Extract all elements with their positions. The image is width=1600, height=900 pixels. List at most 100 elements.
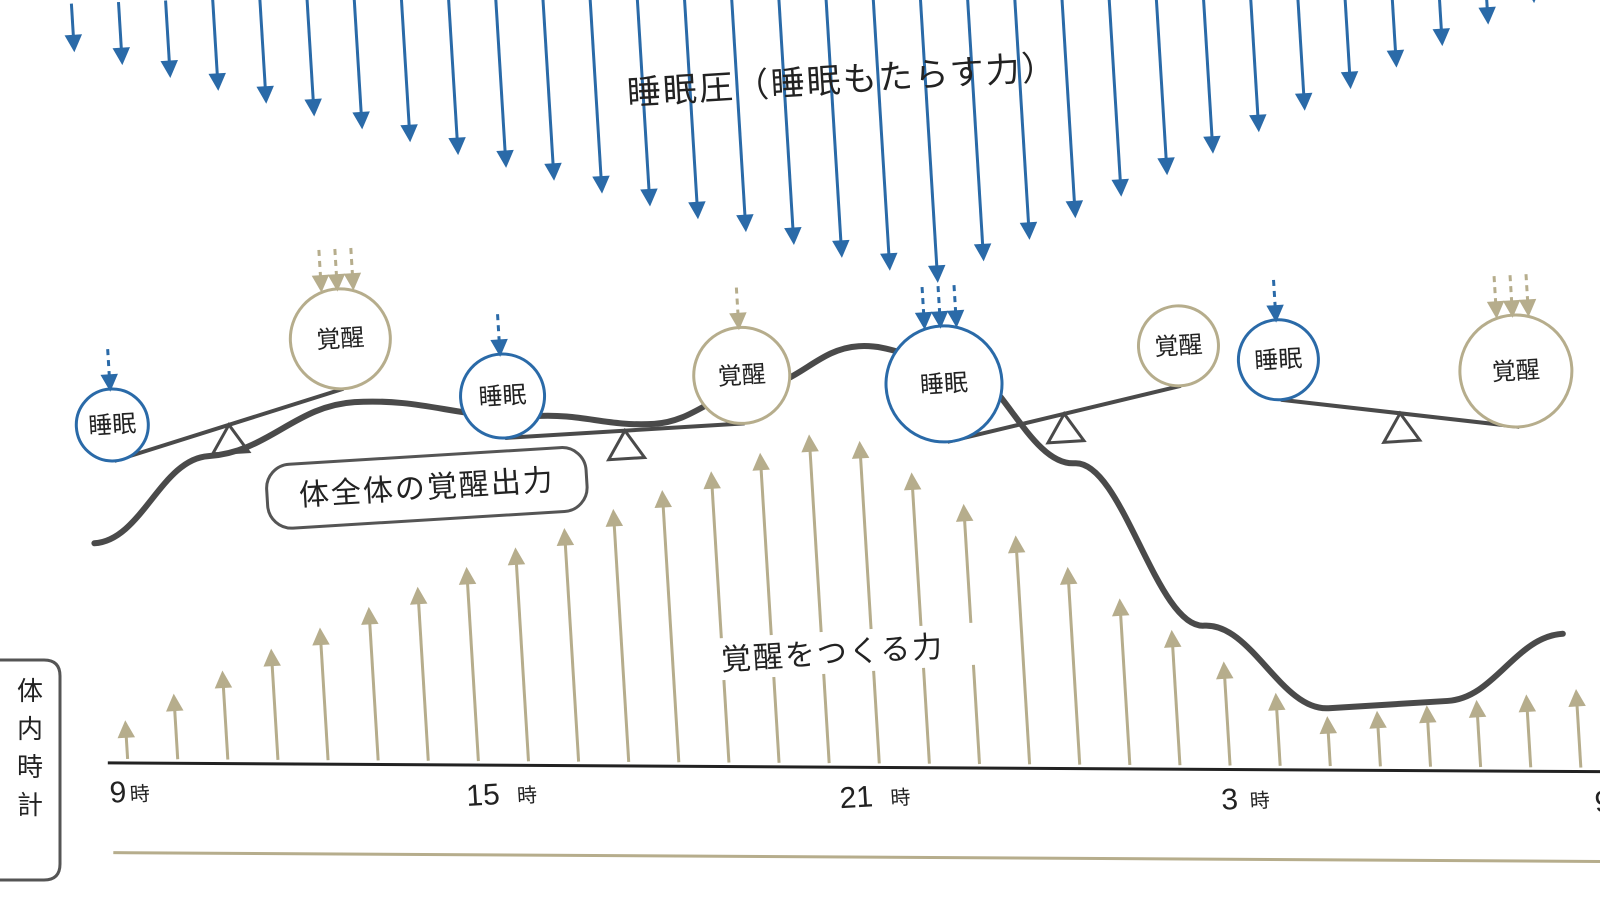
arousal-force-arrow	[912, 481, 929, 764]
sleep-pressure-arrow	[166, 0, 170, 69]
seesaw: 睡眠 覚醒	[66, 246, 396, 463]
arousal-force-arrow	[614, 518, 629, 762]
axis-hour-suffix: 時	[890, 786, 911, 810]
seesaw-dash-arrow-icon	[736, 288, 738, 322]
axis-tick: 15時	[465, 776, 538, 813]
sleep-pressure-arrow	[778, 0, 794, 236]
arousal-force-arrow	[810, 443, 830, 763]
seesaw-dash-arrow-icon	[108, 349, 110, 383]
seesaw-ball-sleep: 睡眠	[883, 322, 1006, 445]
axis-hour-number: 9	[109, 776, 128, 810]
arousal-force-arrow	[467, 576, 478, 761]
sleep-pressure-arrow	[1201, 0, 1212, 145]
arousal-force-arrow	[761, 461, 779, 762]
seesaw-ball-wake: 覚醒	[691, 325, 793, 427]
sleep-pressure-title: 睡眠圧（睡眠もたらす力）	[626, 49, 1059, 113]
seesaw-ball-wake: 覚醒	[1457, 312, 1576, 431]
seesaw-dash-arrow-icon	[954, 285, 956, 319]
sleep-pressure-arrow	[825, 0, 842, 249]
seesaw-dash-arrow-icon	[498, 314, 500, 348]
body-clock-char: 内	[17, 714, 43, 744]
axis-hour-number: 9	[1594, 785, 1600, 819]
arousal-force-arrow	[272, 657, 278, 759]
sleep-pressure-arrow	[966, 0, 983, 253]
seesaw: 睡眠 覚醒	[880, 269, 1224, 452]
sleep-pressure-arrow	[589, 0, 601, 185]
arousal-force-arrow	[1328, 725, 1331, 766]
arousal-force-arrow	[1224, 670, 1230, 765]
time-axis-ticks: 9時15時21時3時9時	[109, 683, 1600, 900]
seesaw-ball-label: 睡眠	[1254, 345, 1304, 375]
arousal-force-arrow	[174, 702, 177, 759]
axis-tick: 9時	[1594, 783, 1600, 819]
sleep-pressure-arrow	[1296, 0, 1305, 102]
sleep-pressure-arrow	[919, 0, 937, 274]
axis-hour-suffix: 時	[129, 782, 150, 806]
seesaw-ball-label: 睡眠	[88, 411, 138, 441]
arousal-force-arrow	[712, 480, 729, 762]
seesaw-dash-arrow-icon	[351, 248, 353, 282]
axis-hour-suffix: 時	[516, 784, 537, 808]
seesaw-ball-sleep: 睡眠	[1236, 317, 1321, 402]
rotated-canvas: 睡眠圧（睡眠もたらす力） 体全体の覚醒出力 睡眠覚醒睡眠覚醒睡眠覚醒睡眠覚醒 覚…	[51, 0, 1600, 900]
arousal-force-arrow	[1276, 702, 1280, 766]
seesaw-dash-arrow-icon	[335, 249, 337, 283]
seesaw-dash-arrow-icon	[1510, 275, 1512, 309]
axis-hour-number: 21	[839, 780, 874, 815]
seesaw-fulcrum-icon	[607, 430, 645, 460]
arousal-force-arrow	[1016, 544, 1029, 764]
seesaw-ball-label: 覚醒	[717, 361, 767, 391]
seesaw: 睡眠 覚醒	[1234, 262, 1576, 451]
seesaw-ball-label: 覚醒	[1154, 331, 1204, 361]
sleep-pressure-arrow	[1437, 0, 1442, 37]
time-axis	[108, 672, 1600, 863]
body-clock-box: 体内時計	[0, 660, 60, 880]
body-clock-char: 時	[17, 752, 43, 782]
arousal-force-arrow	[1427, 714, 1430, 767]
arousal-force-arrow	[663, 499, 679, 762]
sleep-pressure-arrow	[401, 0, 410, 133]
sleep-pressure-arrow	[1154, 0, 1166, 167]
seesaw-dash-arrow-icon	[1274, 280, 1276, 314]
axis-hour-suffix: 時	[1249, 789, 1270, 813]
sleep-pressure-arrows	[71, 0, 1548, 326]
arousal-force-arrow	[369, 616, 378, 761]
sleep-pressure-arrow	[1060, 0, 1075, 210]
arousal-force-arrow	[320, 636, 328, 760]
arousal-force-arrow	[223, 679, 228, 759]
sleep-pressure-arrow	[448, 0, 458, 146]
axis-tick: 9時	[109, 774, 151, 809]
arousal-force-arrow	[1068, 576, 1080, 765]
sleep-pressure-baseline	[684, 0, 1571, 2]
seesaw-dash-arrow-icon	[1526, 274, 1528, 308]
sleep-pressure-arrow	[260, 0, 266, 95]
sleep-pressure-arrow	[1484, 0, 1488, 16]
axis-tick: 21 時	[839, 778, 912, 815]
seesaw: 睡眠 覚醒	[455, 285, 794, 469]
arousal-force-arrow	[1527, 703, 1531, 767]
arousal-force-arrow	[860, 450, 879, 764]
sleep-pressure-arrow	[1107, 0, 1120, 188]
sleep-pressure-arrow	[1013, 0, 1029, 231]
seesaw-ball-wake: 覚醒	[287, 286, 393, 392]
axis-tick: 3時	[1220, 781, 1270, 817]
body-clock-char: 体	[17, 676, 43, 706]
seesaw-ball-wake: 覚醒	[1136, 303, 1221, 388]
seesaw-dash-arrow-icon	[319, 250, 321, 284]
seesaw-ball-sleep: 睡眠	[458, 352, 547, 441]
sleep-pressure-arrow	[731, 0, 746, 223]
arousal-force-arrow	[1120, 607, 1130, 765]
sleep-pressure-arrow	[71, 4, 73, 44]
body-clock-char: 計	[17, 790, 43, 820]
seesaw-ball-label: 睡眠	[919, 369, 969, 399]
axis-hour-number: 3	[1220, 783, 1239, 817]
sleep-pressure-arrow	[354, 0, 362, 121]
arousal-force-arrow	[1172, 639, 1180, 766]
arousal-force-arrow	[1477, 709, 1481, 767]
seesaw-ball-label: 覚醒	[1491, 357, 1541, 387]
sleep-pressure-arrow	[118, 2, 121, 56]
arousal-force-arrow	[126, 729, 128, 759]
arousal-force-arrow	[1577, 698, 1581, 768]
seesaw-dash-arrow-icon	[922, 287, 924, 321]
sleep-pressure-arrow	[1249, 0, 1259, 123]
